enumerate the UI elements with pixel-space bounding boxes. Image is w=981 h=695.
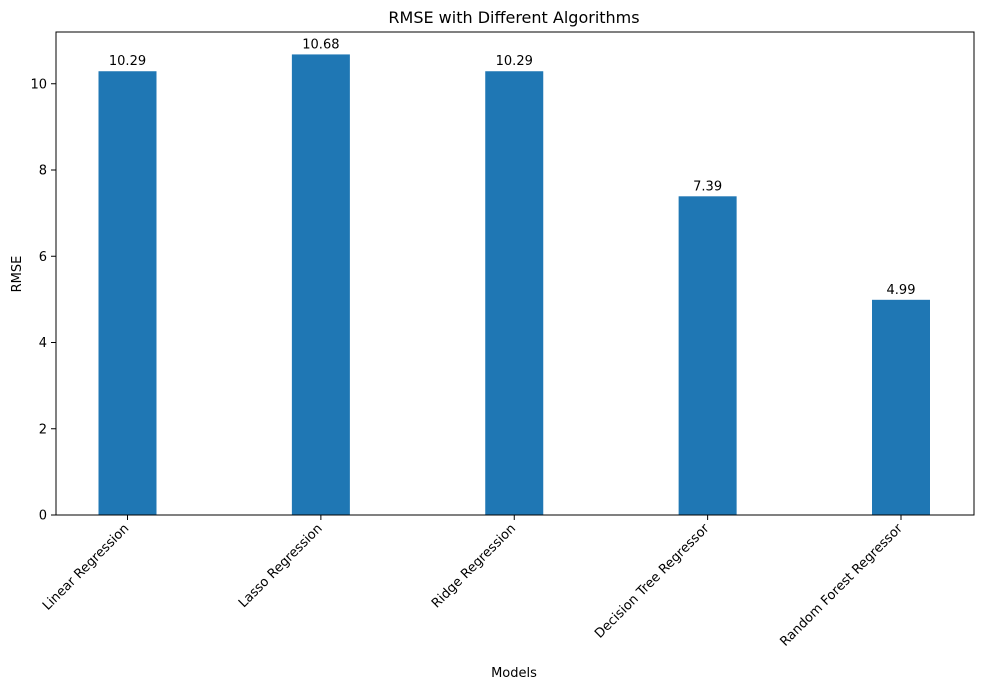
y-tick-label-5: 8 (39, 164, 47, 179)
x-tick-label-1: Linear Regression (40, 521, 132, 613)
data-label-4: 7.39 (693, 179, 722, 194)
data-label-1: 10.29 (109, 54, 146, 69)
bar-2 (291, 54, 350, 516)
bar-1 (98, 71, 157, 516)
data-label-5: 4.99 (887, 283, 916, 298)
x-tick-label-3: Ridge Regression (429, 521, 519, 611)
data-label-2: 10.68 (302, 37, 339, 52)
x-tick-label-5: Random Forest Regressor (777, 521, 906, 650)
plot-frame (55, 31, 975, 516)
x-tick-label-4: Decision Tree Regressor (592, 521, 713, 642)
data-labels-layer: 10.29 10.68 10.29 7.39 4.99 (109, 37, 916, 297)
bars-layer (98, 54, 930, 516)
y-tick-label-4: 6 (39, 250, 47, 265)
y-axis: 0 2 4 6 8 10 (30, 77, 56, 524)
x-axis: Linear Regression Lasso Regression Ridge R… (40, 515, 906, 650)
x-tick-label-2: Lasso Regression (236, 521, 326, 611)
bar-3 (485, 71, 544, 516)
data-label-3: 10.29 (496, 54, 533, 69)
y-tick-label-3: 4 (39, 336, 47, 351)
y-axis-title: RMSE (10, 256, 25, 293)
y-tick-label-2: 2 (39, 422, 47, 437)
bar-4 (678, 196, 737, 515)
bar-5 (872, 299, 930, 515)
chart-title: RMSE with Different Algorithms (388, 8, 639, 27)
y-tick-label-1: 0 (39, 509, 47, 524)
x-axis-title: Models (491, 666, 537, 681)
y-tick-label-6: 10 (30, 77, 47, 92)
